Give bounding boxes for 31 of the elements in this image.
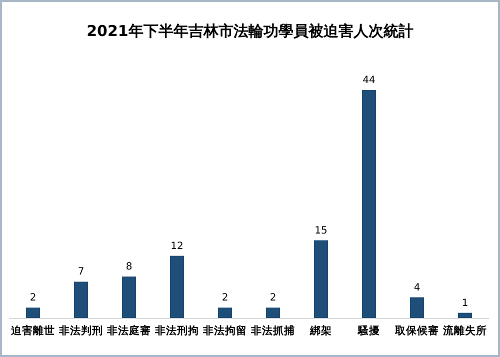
data-label: 7 (78, 266, 84, 278)
bar (26, 308, 40, 318)
data-label: 1 (462, 298, 468, 309)
data-label: 15 (314, 225, 328, 236)
x-tick-label: 取保候審 (394, 324, 439, 337)
x-tick-label: 非法判刑 (58, 324, 103, 337)
data-label: 2 (222, 292, 228, 304)
data-label: 2 (30, 292, 36, 304)
bar (218, 308, 232, 318)
x-tick-label: 非法抓捕 (250, 324, 295, 337)
bar (410, 297, 424, 318)
bar (314, 240, 328, 318)
bar (362, 90, 376, 318)
data-label: 8 (126, 262, 132, 273)
x-tick-label: 騷擾 (357, 324, 380, 337)
data-label: 12 (170, 240, 184, 252)
chart-title: 2021年下半年吉林市法輪功學員被迫害人次統計 (86, 22, 414, 40)
bar (74, 282, 88, 318)
data-label: 4 (414, 282, 420, 294)
x-tick-label: 迫害離世 (10, 324, 55, 337)
x-tick-label: 流離失所 (442, 324, 487, 337)
bar (458, 312, 472, 318)
data-label: 2 (270, 292, 276, 304)
x-tick-label: 綁架 (309, 324, 332, 337)
bar (266, 308, 280, 318)
x-tick-label: 非法刑拘 (154, 324, 199, 337)
x-tick-label: 非法拘留 (202, 324, 247, 337)
bar (122, 276, 136, 318)
bar (170, 256, 184, 318)
x-tick-label: 非法庭審 (106, 324, 151, 337)
data-label: 44 (362, 75, 376, 86)
